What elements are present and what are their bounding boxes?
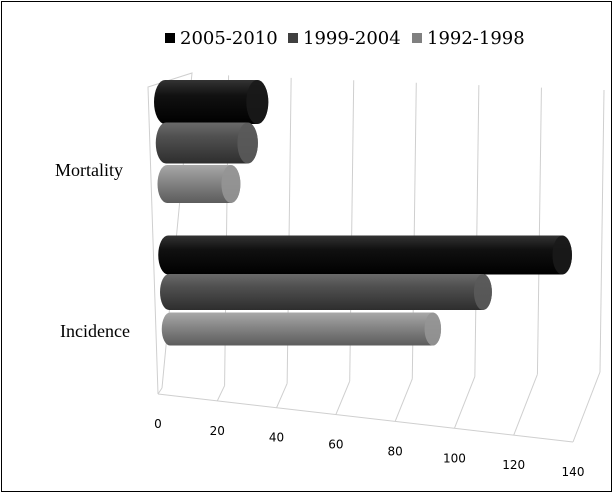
- wall-gridline: [474, 85, 480, 377]
- x-tick-label: 40: [269, 431, 284, 445]
- floor-gridline: [572, 371, 601, 443]
- bars: [154, 80, 572, 346]
- bar-cap: [424, 312, 442, 346]
- x-axis-ticks: 0 20 40 60 80 100 120 140: [154, 417, 584, 479]
- bar-cap: [552, 235, 572, 275]
- bar-cap: [237, 122, 258, 164]
- legend-entry: 2005-2010: [180, 28, 278, 49]
- floor-front-edge: [157, 393, 574, 443]
- bar-mortality-1999-2004: [155, 122, 258, 164]
- wall-gridline: [536, 87, 542, 375]
- wall-gridline: [599, 89, 605, 373]
- category-label-mortality: Mortality: [55, 160, 123, 180]
- x-tick-label: 80: [388, 444, 403, 458]
- legend: 2005-2010 1999-2004 1992-1998: [165, 28, 525, 49]
- legend-swatch: [412, 33, 422, 43]
- bar-cap: [246, 80, 269, 124]
- bar-mortality-1992-1998: [157, 165, 241, 203]
- bar-cap: [221, 165, 241, 203]
- floor-gridline: [157, 387, 163, 395]
- x-tick-label: 100: [443, 451, 466, 465]
- x-tick-label: 120: [502, 458, 525, 472]
- bar-incidence-1999-2004: [160, 274, 492, 310]
- x-tick-label: 140: [562, 465, 585, 479]
- category-label-incidence: Incidence: [60, 321, 130, 341]
- legend-entry: 1992-1998: [427, 28, 525, 49]
- x-tick-label: 20: [210, 424, 225, 438]
- category-labels: Mortality Incidence: [55, 160, 130, 341]
- gridlines: [147, 72, 605, 443]
- floor-gridline: [394, 378, 413, 422]
- floor-gridline: [216, 385, 226, 402]
- bar-incidence-1992-1998: [161, 312, 442, 346]
- x-tick-label: 0: [154, 417, 162, 431]
- bar-incidence-2005-2010: [158, 235, 572, 275]
- floor-gridline: [276, 383, 288, 408]
- legend-swatch: [288, 33, 298, 43]
- legend-entry: 1999-2004: [303, 28, 401, 49]
- legend-swatch: [165, 33, 175, 43]
- floor-gridline: [453, 376, 476, 429]
- bar-mortality-2005-2010: [154, 80, 269, 124]
- x-tick-label: 60: [328, 438, 343, 452]
- floor-gridline: [335, 380, 351, 415]
- floor-gridline: [513, 374, 538, 436]
- bar-cap: [473, 274, 492, 310]
